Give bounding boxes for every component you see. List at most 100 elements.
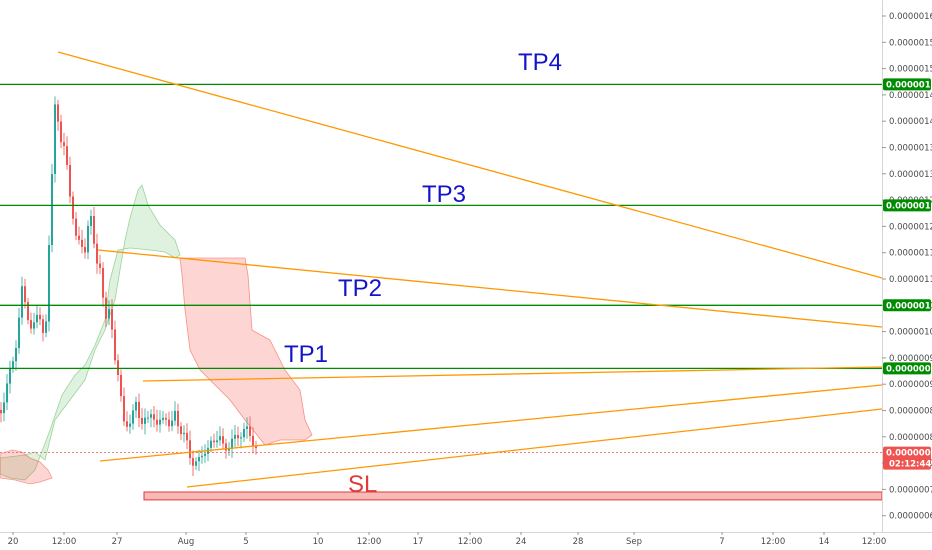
- x-tick-label: 12:00: [862, 537, 887, 547]
- time-axis[interactable]: 20 12:00 27 Aug 5 10 12:00 17 12:00 24 28 Sep 7 12:00…: [0, 532, 932, 550]
- candle: [204, 444, 206, 464]
- candle-body: [42, 319, 44, 333]
- x-tick-label: 20: [8, 537, 19, 547]
- trend-line: [97, 249, 883, 328]
- candle: [114, 320, 116, 365]
- price-badge-label: 0.00000147: [886, 80, 932, 90]
- candle-body: [114, 329, 116, 361]
- candle: [54, 96, 56, 183]
- y-tick-label: 0.00000145: [889, 91, 932, 101]
- candle-body: [156, 419, 158, 425]
- x-tick-label: 12:00: [357, 537, 382, 547]
- candle-body: [96, 243, 98, 264]
- candle: [237, 426, 239, 446]
- candle-body: [108, 309, 110, 319]
- candle: [141, 408, 143, 430]
- candle: [123, 387, 125, 426]
- candle-body: [36, 314, 38, 323]
- stop-loss-box: [143, 491, 883, 501]
- tp-label-tp1: TP1: [284, 341, 328, 368]
- candle: [201, 446, 203, 464]
- candle: [33, 312, 35, 335]
- candle-body: [123, 396, 125, 422]
- candle-body: [132, 410, 134, 424]
- candle-body: [0, 410, 2, 414]
- y-tick-label: 0.00000065: [889, 512, 932, 522]
- candle: [93, 207, 95, 249]
- candle-body: [162, 417, 164, 420]
- candle: [153, 406, 155, 428]
- candle: [75, 212, 77, 240]
- trend-line: [142, 366, 883, 382]
- price-badge-label: 0.00000124: [886, 201, 932, 211]
- candle: [30, 312, 32, 334]
- candle: [126, 411, 128, 432]
- candle: [69, 156, 71, 204]
- sl-label: SL: [348, 471, 377, 498]
- candle-body: [18, 317, 20, 349]
- candle-body: [78, 235, 80, 240]
- candle-body: [216, 440, 218, 443]
- candle-body: [219, 436, 221, 441]
- candle: [6, 374, 8, 411]
- candle-body: [177, 410, 179, 427]
- candle-body: [102, 267, 104, 298]
- x-tick-label: 5: [243, 537, 248, 547]
- candle: [159, 410, 161, 433]
- candle: [63, 132, 65, 156]
- candle: [180, 422, 182, 440]
- trend-line: [186, 408, 883, 488]
- candle: [72, 191, 74, 225]
- candle: [84, 238, 86, 259]
- candle-body: [201, 455, 203, 458]
- price-badge-tp3: [883, 199, 931, 212]
- x-tick-label: 12:00: [52, 537, 77, 547]
- take-profit-levels: [0, 83, 882, 454]
- candle-body: [198, 457, 200, 462]
- candle-body: [27, 302, 29, 321]
- y-tick-label: 0.00000100: [889, 328, 932, 338]
- y-tick-label: 0.00000120: [889, 222, 932, 232]
- candle: [144, 408, 146, 435]
- candle-body: [51, 174, 53, 245]
- x-tick-label: 17: [413, 537, 424, 547]
- price-axis[interactable]: 0.00000160 0.00000155 0.00000150 0.00000145…: [882, 0, 932, 550]
- candle-body: [33, 322, 35, 329]
- current-price-label: 0.00000077: [886, 449, 932, 459]
- candle-body: [240, 437, 242, 439]
- candle-body: [90, 216, 92, 226]
- y-tick-label: 0.00000080: [889, 433, 932, 443]
- candle-body: [30, 320, 32, 329]
- candle-body: [255, 446, 257, 449]
- candle: [81, 229, 83, 254]
- candle-body: [117, 360, 119, 375]
- candle-body: [60, 121, 62, 143]
- candle: [132, 404, 134, 430]
- candle: [60, 114, 62, 149]
- candle-body: [66, 146, 68, 165]
- candle-body: [144, 417, 146, 424]
- candle-body: [252, 435, 254, 447]
- cloud-green: [0, 184, 181, 481]
- time-axis-bg: [0, 532, 932, 550]
- candle: [222, 428, 224, 449]
- candle: [3, 392, 5, 422]
- candle: [51, 164, 53, 253]
- tp-label-tp2: TP2: [338, 275, 382, 302]
- candle-body: [186, 432, 188, 441]
- candle: [231, 429, 233, 458]
- candle: [21, 276, 23, 325]
- candle-body: [57, 104, 59, 122]
- candle: [42, 314, 44, 342]
- candle-body: [228, 448, 230, 451]
- candle-body: [39, 314, 41, 320]
- y-tick-label: 0.00000150: [889, 65, 932, 75]
- candle-body: [141, 418, 143, 424]
- trend-line: [57, 51, 883, 279]
- cloud-red-left: [0, 449, 53, 485]
- candle: [48, 235, 50, 332]
- x-tick-label: 10: [313, 537, 324, 547]
- candle-body: [243, 429, 245, 438]
- y-tick-label: 0.00000070: [889, 485, 932, 495]
